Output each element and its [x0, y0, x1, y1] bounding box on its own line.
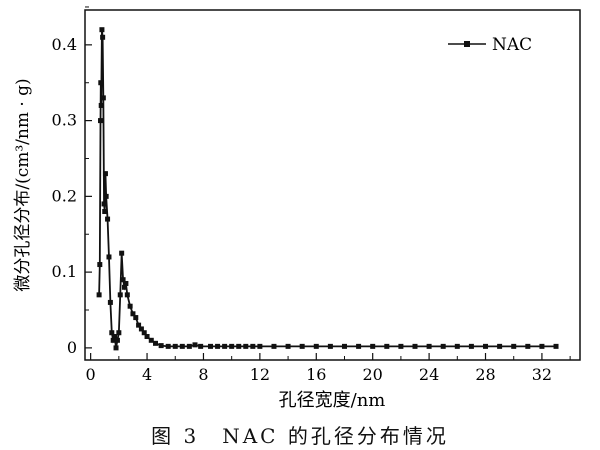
data-point: [483, 343, 489, 349]
data-point: [341, 343, 347, 349]
series-line: [98, 29, 557, 349]
data-point: [98, 102, 104, 108]
data-point: [130, 311, 136, 317]
data-point: [398, 343, 404, 349]
x-tick-label: 0: [86, 365, 96, 384]
data-point: [123, 280, 129, 286]
data-point: [229, 343, 235, 349]
data-point: [100, 34, 106, 40]
data-point: [236, 343, 242, 349]
data-point: [148, 337, 154, 343]
data-point: [106, 254, 112, 260]
x-tick-label: 28: [475, 365, 495, 384]
data-point: [119, 250, 125, 256]
data-point: [120, 277, 126, 283]
data-point: [285, 343, 291, 349]
pore-size-chart: 0 4 8 12 16 20 24 28 32 0 0.1 0.2 0.3 0.4 NAC 孔径宽度/nm…: [13, 6, 581, 411]
legend-marker: [464, 41, 470, 47]
data-point: [356, 343, 362, 349]
data-point: [105, 216, 111, 222]
data-point: [165, 343, 171, 349]
data-point: [110, 337, 116, 343]
data-point: [102, 209, 108, 215]
data-point: [186, 343, 192, 349]
data-point: [116, 330, 122, 336]
data-point: [553, 343, 559, 349]
data-point: [98, 118, 104, 124]
data-point: [511, 343, 517, 349]
data-point: [102, 171, 108, 177]
data-point: [468, 343, 474, 349]
data-point: [100, 95, 106, 101]
data-point: [141, 330, 147, 336]
data-point: [384, 343, 390, 349]
data-point: [117, 292, 123, 298]
x-tick-label: 12: [250, 365, 270, 384]
data-point: [412, 343, 418, 349]
x-tick-label: 16: [306, 365, 326, 384]
data-point: [138, 326, 144, 332]
data-point: [257, 343, 263, 349]
y-tick-label: 0.2: [52, 186, 77, 205]
x-tick-label: 20: [363, 365, 383, 384]
x-tick-label: 32: [532, 365, 552, 384]
data-point: [112, 334, 118, 340]
data-point: [97, 262, 103, 268]
data-point: [525, 343, 531, 349]
data-point: [114, 337, 120, 343]
data-point: [133, 315, 139, 321]
data-point: [250, 343, 256, 349]
figure-caption: 图 3 NAC 的孔径分布情况: [151, 424, 449, 448]
data-point: [215, 343, 221, 349]
data-point: [192, 342, 198, 348]
data-point: [222, 343, 228, 349]
y-axis-label: 微分孔径分布/(cm³/nm · g): [13, 78, 33, 291]
y-tick-label: 0.1: [52, 262, 77, 281]
data-point: [497, 343, 503, 349]
data-point: [158, 343, 164, 349]
data-point: [127, 303, 133, 309]
data-point: [136, 322, 142, 328]
data-point: [243, 343, 249, 349]
x-tick-label: 8: [198, 365, 208, 384]
plot-frame: [84, 9, 581, 361]
data-point: [313, 343, 319, 349]
y-tick-label: 0.3: [52, 111, 77, 130]
data-point: [101, 201, 107, 207]
y-tick-label: 0: [67, 338, 77, 357]
data-point: [179, 343, 185, 349]
x-axis-label: 孔径宽度/nm: [279, 390, 386, 411]
data-point: [327, 343, 333, 349]
data-point: [208, 343, 214, 349]
data-point: [370, 343, 376, 349]
data-point: [121, 284, 127, 290]
data-point: [99, 27, 105, 33]
data-point: [271, 343, 277, 349]
data-point: [299, 343, 305, 349]
data-point: [440, 343, 446, 349]
x-tick-label: 4: [142, 365, 152, 384]
data-point: [198, 343, 204, 349]
data-point: [539, 343, 545, 349]
legend-label: NAC: [492, 35, 532, 55]
legend: NAC: [448, 35, 532, 55]
data-point: [98, 80, 104, 86]
data-point: [172, 343, 178, 349]
data-point: [426, 343, 432, 349]
data-point: [454, 343, 460, 349]
data-point: [144, 334, 150, 340]
data-point: [109, 330, 115, 336]
data-point: [153, 340, 159, 346]
x-tick-label: 24: [419, 365, 439, 384]
data-point: [107, 299, 113, 305]
data-point: [96, 292, 102, 298]
data-point: [103, 193, 109, 199]
data-point: [124, 292, 130, 298]
y-tick-label: 0.4: [52, 35, 77, 54]
data-point: [113, 345, 119, 351]
